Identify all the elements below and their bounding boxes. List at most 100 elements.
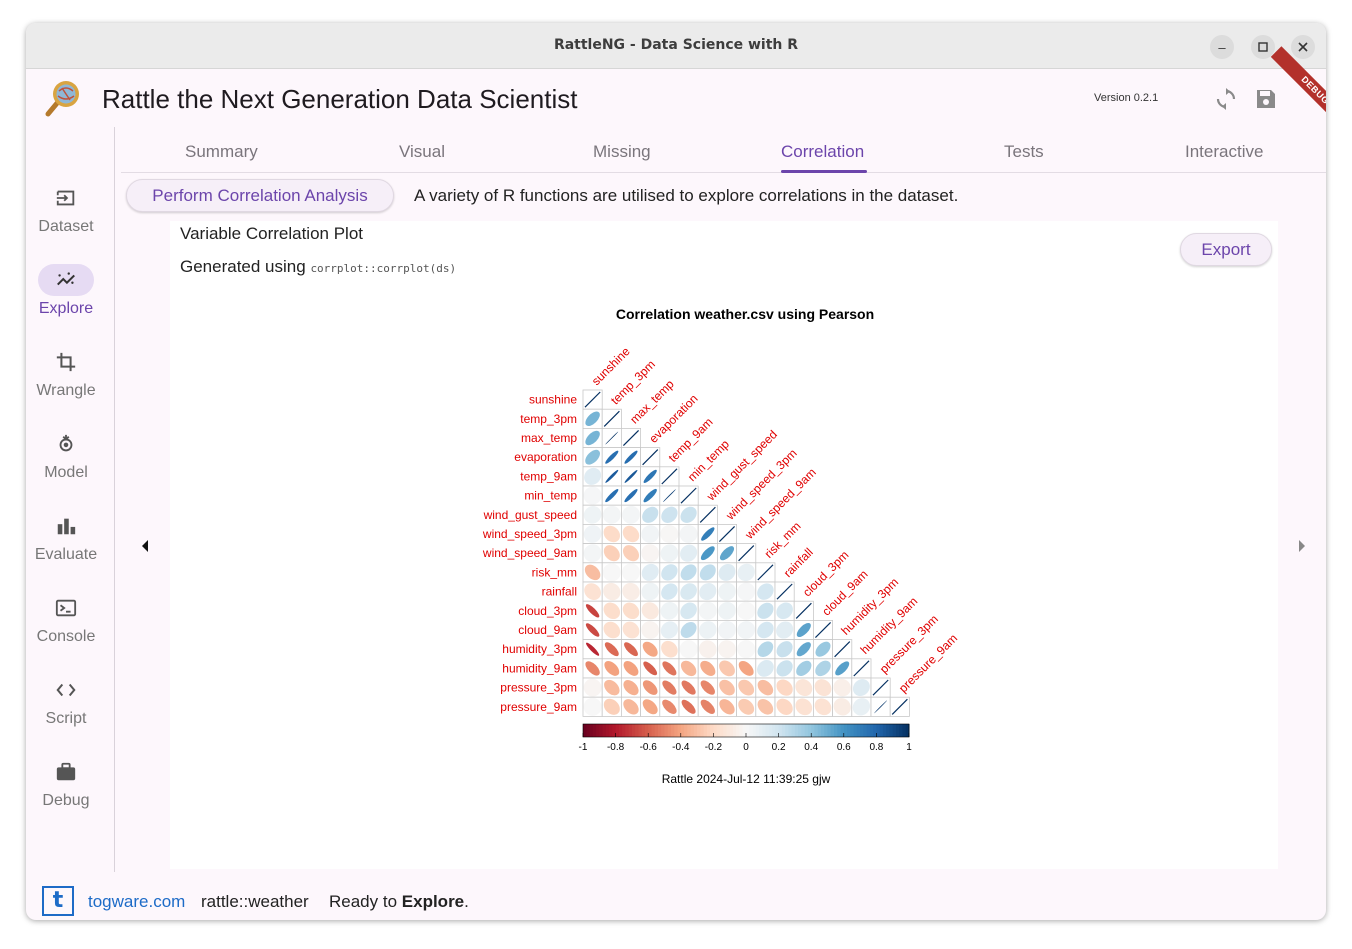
correlation-ellipse	[796, 642, 811, 657]
correlation-ellipse	[622, 582, 640, 601]
correlation-ellipse	[718, 640, 736, 659]
correlation-ellipse	[641, 621, 660, 639]
correlation-ellipse	[679, 525, 698, 543]
sidebar-divider	[114, 127, 115, 872]
tab-visual[interactable]: Visual	[399, 142, 445, 161]
colorbar-segment	[739, 724, 744, 737]
correlation-ellipse	[680, 583, 697, 600]
colorbar-segment	[644, 724, 649, 737]
colorbar-segment	[785, 724, 789, 737]
colorbar-segment	[684, 724, 688, 737]
correlation-ellipse	[584, 583, 601, 600]
correlation-ellipse	[757, 602, 774, 619]
togware-link[interactable]: togware.com	[88, 892, 186, 911]
tab-missing[interactable]: Missing	[593, 142, 651, 161]
tab-interactive[interactable]: Interactive	[1185, 142, 1264, 161]
colorbar-segment	[791, 724, 796, 737]
correlation-ellipse	[701, 527, 715, 541]
sidebar-item-evaluate[interactable]: Evaluate	[26, 510, 106, 564]
correlation-ellipse	[642, 506, 659, 523]
colorbar-segment	[902, 724, 907, 737]
correlation-ellipse	[833, 698, 851, 716]
correlation-ellipse	[757, 679, 774, 696]
maximize-icon	[1258, 42, 1268, 52]
sidebar-item-debug[interactable]: Debug	[26, 756, 106, 810]
correlation-ellipse	[757, 641, 774, 658]
correlation-ellipse	[622, 525, 640, 543]
close-button[interactable]	[1291, 35, 1315, 59]
generated-prefix: Generated using	[180, 257, 306, 276]
correlation-ellipse	[663, 489, 676, 502]
correlation-ellipse	[719, 660, 735, 677]
perform-correlation-button[interactable]: Perform Correlation Analysis	[126, 179, 394, 212]
colorbar-segment	[772, 724, 776, 737]
sidebar-item-explore[interactable]: Explore	[26, 264, 106, 318]
sidebar-item-label: Explore	[38, 300, 94, 317]
correlation-ellipse	[681, 699, 696, 714]
colorbar-segment	[798, 724, 802, 737]
status-message: Ready to Explore.	[329, 892, 469, 911]
correlation-ellipse	[776, 698, 793, 715]
correlation-ellipse	[641, 544, 660, 563]
refresh-icon[interactable]	[1214, 87, 1238, 111]
colorbar-segment	[605, 724, 610, 737]
colorbar-segment	[586, 724, 591, 737]
diagonal-mark	[872, 679, 889, 696]
sidebar-item-script[interactable]: Script	[26, 674, 106, 728]
version-label: Version 0.2.1	[1094, 92, 1159, 104]
colorbar-segment	[690, 724, 695, 737]
correlation-ellipse	[660, 525, 679, 543]
correlation-ellipse	[776, 660, 793, 677]
correlation-ellipse	[757, 583, 774, 600]
colorbar-segment	[657, 724, 662, 737]
correlation-ellipse	[641, 602, 659, 620]
correlation-ellipse	[585, 411, 600, 427]
diagonal-mark	[642, 449, 659, 466]
colorbar-segment	[628, 724, 633, 737]
colorbar-segment	[863, 724, 868, 737]
colorbar-segment	[615, 724, 620, 737]
close-icon	[1298, 42, 1308, 52]
colorbar-segment	[742, 724, 747, 737]
sidebar-item-label: Wrangle	[36, 382, 96, 399]
colorbar-segment	[651, 724, 656, 737]
previous-plot-button[interactable]	[140, 539, 150, 556]
correlation-ellipse	[835, 661, 850, 676]
correlation-ellipse	[603, 545, 620, 562]
export-button[interactable]: Export	[1180, 233, 1272, 266]
app-window: RattleNG - Data Science with R – Rattle …	[26, 23, 1326, 920]
colorbar-segment	[778, 724, 783, 737]
correlation-ellipse	[605, 469, 619, 483]
correlation-ellipse	[700, 699, 715, 714]
next-plot-button[interactable]	[1297, 539, 1307, 556]
sidebar-item-model[interactable]: Model	[26, 428, 106, 482]
colorbar-segment	[824, 724, 828, 737]
sidebar-item-wrangle[interactable]: Wrangle	[26, 346, 106, 400]
correlation-ellipse	[719, 699, 735, 715]
colorbar-segment	[804, 724, 809, 737]
model-icon	[59, 434, 73, 452]
diagonal-mark	[718, 525, 736, 543]
sidebar-item-dataset[interactable]: Dataset	[26, 182, 106, 236]
status-dataset: rattle::weather	[201, 892, 309, 911]
diagonal-mark	[622, 429, 640, 447]
save-icon[interactable]	[1254, 87, 1278, 111]
tab-correlation[interactable]: Correlation	[781, 142, 865, 161]
correlation-ellipse	[796, 622, 811, 638]
diagonal-mark	[795, 602, 812, 619]
colorbar-segment	[807, 724, 812, 737]
correlation-ellipse	[661, 564, 678, 581]
minimize-button[interactable]: –	[1210, 35, 1234, 59]
correlation-ellipse	[583, 678, 602, 697]
correlation-ellipse	[661, 583, 678, 600]
correlation-ellipse	[622, 621, 640, 639]
rattle-logo	[45, 81, 79, 117]
tab-tests[interactable]: Tests	[1004, 142, 1044, 161]
explore-icon	[57, 272, 75, 286]
correlation-ellipse	[738, 660, 754, 676]
sidebar-item-console[interactable]: Console	[26, 592, 106, 646]
row-label: pressure_9am	[500, 700, 577, 714]
correlation-ellipse	[641, 525, 660, 543]
correlation-ellipse	[605, 431, 619, 445]
tab-summary[interactable]: Summary	[185, 142, 258, 161]
